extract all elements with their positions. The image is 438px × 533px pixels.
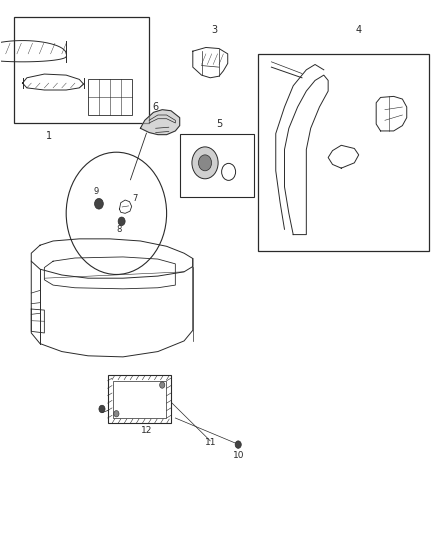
Text: 10: 10 bbox=[233, 451, 244, 460]
Text: 4: 4 bbox=[356, 25, 362, 35]
Text: 3: 3 bbox=[212, 25, 218, 35]
Text: 9: 9 bbox=[93, 187, 99, 196]
Bar bbox=[180, 134, 254, 197]
Circle shape bbox=[118, 217, 125, 225]
Text: 11: 11 bbox=[205, 439, 216, 448]
Text: 12: 12 bbox=[141, 426, 153, 435]
Text: 5: 5 bbox=[216, 119, 222, 129]
Bar bbox=[108, 375, 171, 423]
Circle shape bbox=[114, 410, 119, 417]
Bar bbox=[88, 79, 132, 115]
Text: 7: 7 bbox=[132, 194, 138, 203]
Bar bbox=[113, 381, 166, 418]
Circle shape bbox=[95, 198, 103, 209]
Bar bbox=[258, 54, 428, 251]
Circle shape bbox=[198, 155, 212, 171]
Text: 6: 6 bbox=[152, 102, 159, 112]
Circle shape bbox=[159, 382, 165, 388]
Bar bbox=[14, 17, 149, 123]
Circle shape bbox=[235, 441, 241, 448]
Circle shape bbox=[192, 147, 218, 179]
Polygon shape bbox=[141, 110, 180, 135]
Circle shape bbox=[99, 405, 105, 413]
Text: 8: 8 bbox=[117, 225, 122, 235]
Text: 1: 1 bbox=[46, 131, 52, 141]
